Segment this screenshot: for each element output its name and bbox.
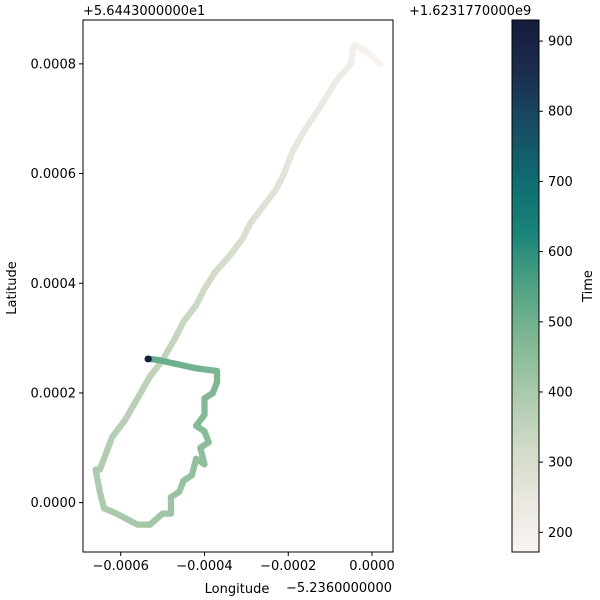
y-axis-label: Latitude (5, 261, 20, 315)
y-tick-label: 0.0004 (31, 277, 77, 292)
gps-track (92, 41, 384, 528)
y-axis-ticks: 0.0000 0.0002 0.0004 0.0006 0.0008 (31, 57, 83, 511)
colorbar (511, 19, 540, 553)
colorbar-offset-text: +1.6231770000e9 (409, 4, 531, 19)
y-tick-label: 0.0008 (31, 57, 77, 72)
x-offset-text: −5.2360000000 (286, 581, 392, 596)
colorbar-label: Time (581, 270, 596, 303)
colorbar-tick-label: 500 (548, 315, 573, 330)
colorbar-tick-label: 700 (548, 175, 573, 190)
y-offset-text: +5.6443000000e1 (83, 4, 205, 19)
x-axis-label: Longitude (205, 582, 270, 597)
colorbar-tick-label: 200 (548, 526, 573, 541)
y-tick-label: 0.0006 (31, 167, 77, 182)
colorbar-tick-label: 600 (548, 245, 573, 260)
x-tick-label: 0.0000 (349, 559, 395, 574)
colorbar-ticks: 200 300 400 500 600 700 800 900 (539, 35, 573, 541)
colorbar-tick-label: 900 (548, 35, 573, 50)
track-point (144, 355, 152, 363)
colorbar-tick-label: 300 (548, 456, 573, 471)
x-tick-label: −0.0004 (176, 559, 232, 574)
y-tick-label: 0.0000 (31, 496, 77, 511)
y-tick-label: 0.0002 (31, 386, 77, 401)
colorbar-tick-label: 800 (548, 105, 573, 120)
x-axis-ticks: −0.0006 −0.0004 −0.0002 0.0000 (93, 552, 395, 574)
colorbar-tick-label: 400 (548, 385, 573, 400)
plot-area (82, 19, 394, 553)
x-tick-label: −0.0006 (93, 559, 149, 574)
x-tick-label: −0.0002 (260, 559, 316, 574)
